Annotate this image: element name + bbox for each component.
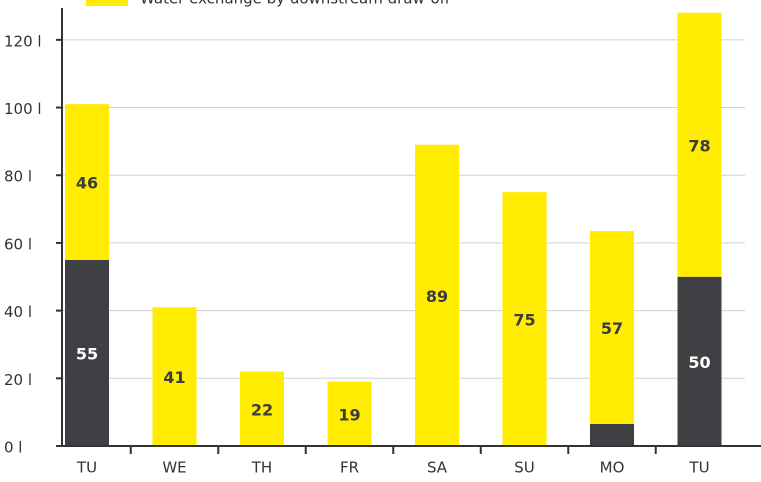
legend-swatch	[86, 0, 128, 6]
bar-segment	[502, 192, 547, 446]
data-label: 57	[601, 319, 623, 338]
bar-segment	[590, 231, 634, 424]
data-label: 50	[688, 353, 710, 372]
y-tick-label: 60 l	[4, 235, 32, 253]
y-tick-label: 0 l	[4, 439, 22, 457]
x-tick-label: TH	[251, 459, 272, 477]
bar-segment	[65, 259, 109, 446]
x-tick-label: TU	[688, 459, 709, 477]
data-label: 78	[688, 136, 710, 155]
data-label: 19	[338, 405, 360, 424]
bar-segment	[327, 381, 372, 446]
y-tick-label: 80 l	[4, 168, 32, 186]
y-tick-label: 120 l	[4, 32, 42, 50]
bar-segment	[152, 307, 197, 446]
x-tick-label: SA	[427, 459, 448, 477]
x-tick-label: FR	[340, 459, 359, 477]
bar-segment	[415, 144, 459, 446]
data-label: 46	[76, 174, 98, 193]
data-label: 22	[251, 400, 273, 419]
bar-segment	[677, 276, 722, 446]
y-tick-label: 100 l	[4, 100, 42, 118]
y-tick-label: 40 l	[4, 303, 32, 321]
bar-segment	[65, 104, 109, 260]
data-label: 75	[513, 311, 535, 330]
x-tick-label: TU	[76, 459, 97, 477]
data-label: 89	[426, 287, 448, 306]
bar-segment	[240, 371, 284, 446]
x-tick-label: SU	[514, 459, 535, 477]
x-tick-label: WE	[162, 459, 186, 477]
bar-segment	[590, 424, 634, 446]
bar-segment	[677, 12, 722, 277]
data-label: 55	[76, 344, 98, 363]
data-label: 41	[163, 368, 185, 387]
x-tick-label: MO	[600, 459, 625, 477]
y-tick-label: 20 l	[4, 371, 32, 389]
legend-label: Water exchange by downstream draw-off	[140, 0, 451, 8]
